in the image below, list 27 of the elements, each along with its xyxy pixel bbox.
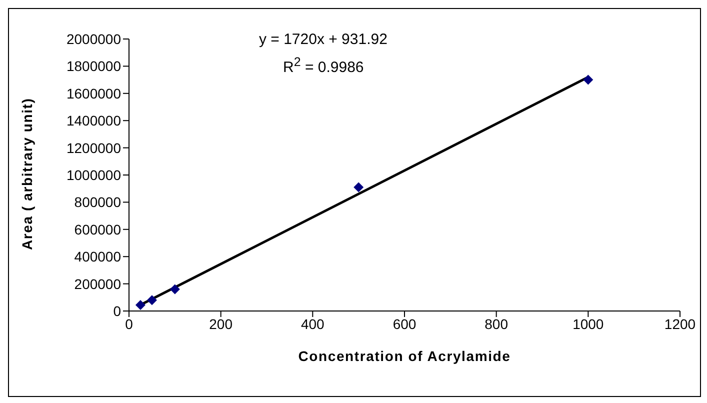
- y-tick-label: 2000000: [66, 30, 122, 47]
- x-tick-label: 1200: [664, 316, 696, 332]
- y-tick-label: 1800000: [66, 58, 122, 74]
- annotation: R$^{2}$ = 0.9986: [283, 55, 364, 76]
- y-tick-label: 800000: [74, 194, 122, 210]
- y-tick-label: 1000000: [66, 166, 122, 183]
- x-tick-label: 0: [125, 316, 134, 332]
- x-tick-label: 400: [300, 316, 325, 332]
- x-axis-title: Concentration of Acrylamide: [298, 348, 511, 364]
- x-tick-label: 1000: [572, 316, 604, 332]
- y-tick-label: 400000: [74, 248, 122, 265]
- y-tick-label: 1400000: [66, 112, 122, 129]
- point: [354, 182, 364, 192]
- x-tick-label: 800: [484, 316, 508, 332]
- y-tick-label: 600000: [74, 221, 122, 238]
- point: [146, 295, 157, 306]
- x-tick-label: 600: [392, 316, 416, 332]
- y-tick-label: 200000: [74, 276, 122, 292]
- x-tick-label: 200: [209, 316, 233, 332]
- y-tick-label: 0: [113, 302, 122, 319]
- point: [170, 284, 180, 294]
- y-tick-label: 1200000: [66, 140, 122, 156]
- point: [583, 74, 594, 85]
- point: [135, 300, 146, 310]
- y-axis-title: Area ( arbitrary unit): [18, 98, 35, 250]
- y-tick-label: 1600000: [66, 85, 122, 102]
- annotation: y = 1720x + 931.92: [259, 31, 388, 48]
